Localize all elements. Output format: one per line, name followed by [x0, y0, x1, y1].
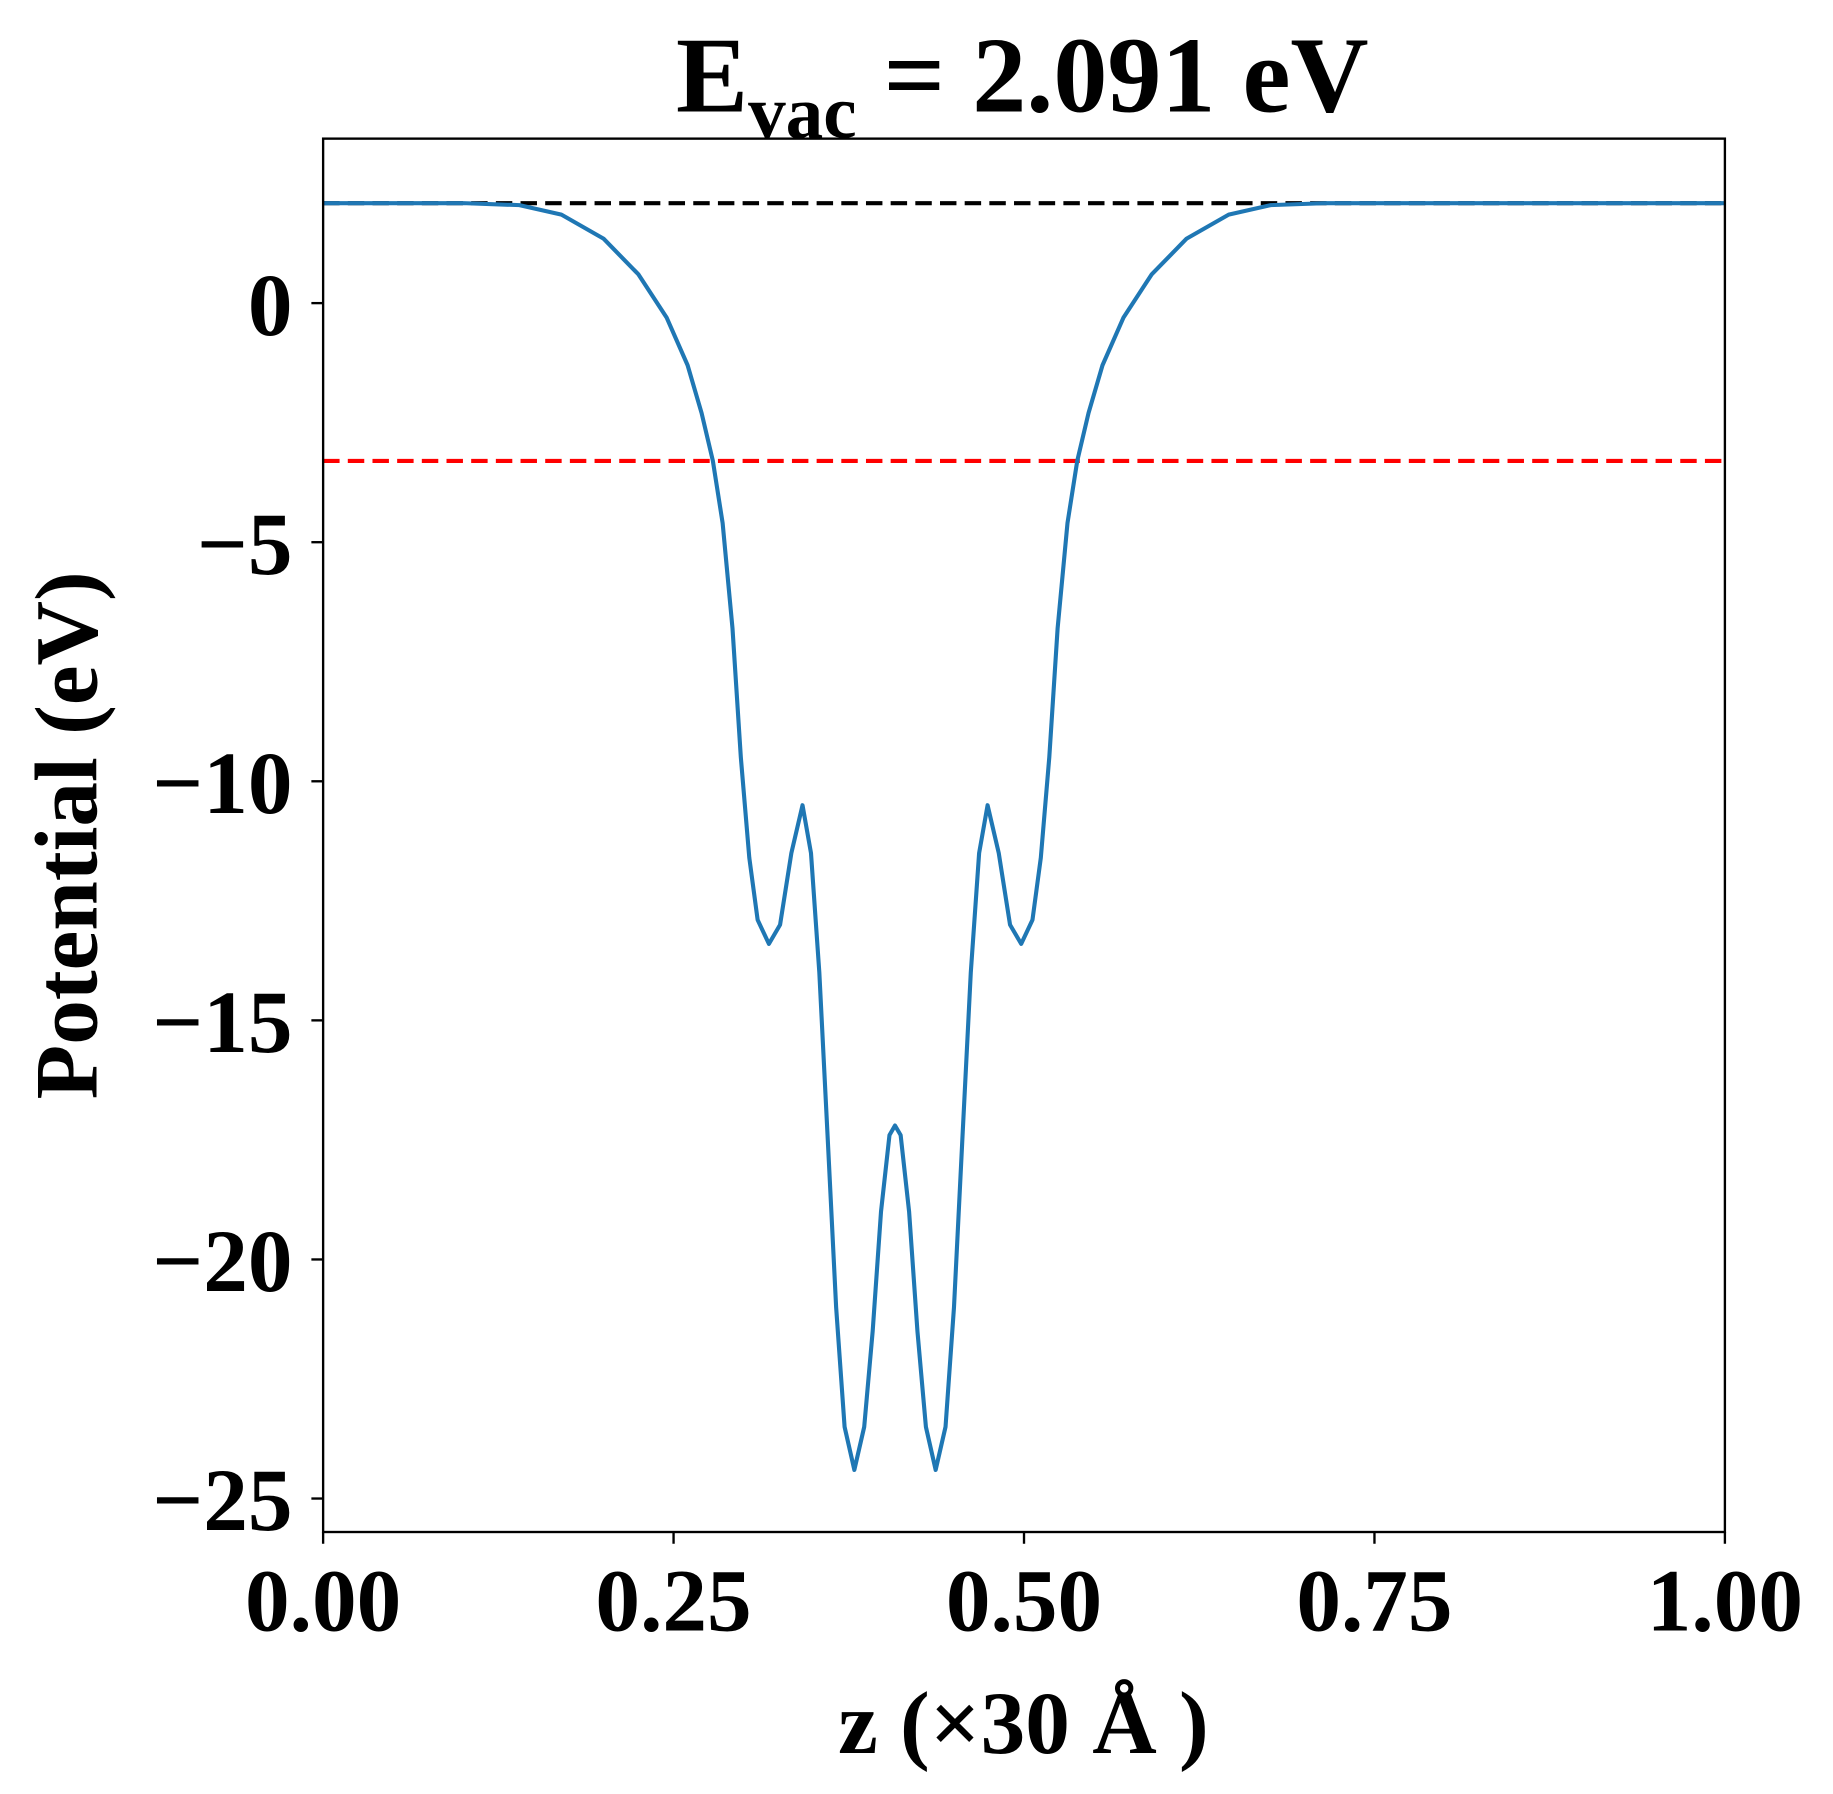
x-tick-label: 0.75 — [1296, 1552, 1452, 1651]
y-axis: 0 −5 −10 −15 −20 −25 — [152, 256, 324, 1550]
x-tick-label: 1.00 — [1647, 1552, 1803, 1651]
x-tick-label: 0.50 — [946, 1552, 1102, 1651]
plot-area — [323, 201, 1725, 1472]
y-tick-label: −10 — [152, 734, 292, 833]
y-tick-label: −5 — [197, 495, 293, 594]
y-tick-label: −15 — [152, 973, 292, 1072]
title-subscript: vac — [748, 71, 857, 154]
x-tick-label: 0.25 — [595, 1552, 751, 1651]
x-tick-label: 0.00 — [245, 1552, 401, 1651]
y-tick-label: −25 — [152, 1451, 292, 1550]
axes-frame — [321, 137, 1727, 1534]
title-rest: = 2.091 eV — [857, 17, 1369, 136]
y-tick-label: 0 — [248, 256, 293, 355]
chart-title: Evac = 2.091 eV — [676, 17, 1369, 155]
title-main: E — [676, 17, 748, 136]
y-axis-label: Potential (eV) — [17, 571, 116, 1099]
x-axis-label: z (×30 Å ) — [838, 1674, 1209, 1773]
potential-line — [323, 201, 1725, 1472]
x-axis: 0.00 0.25 0.50 0.75 1.00 — [245, 1532, 1803, 1651]
y-tick-label: −20 — [152, 1212, 292, 1311]
